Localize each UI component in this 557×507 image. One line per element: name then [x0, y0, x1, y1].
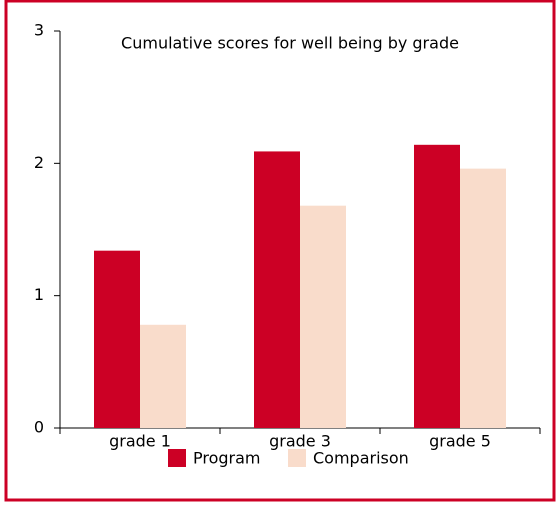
legend-label: Comparison: [313, 449, 409, 468]
legend-swatch: [288, 449, 306, 467]
legend-swatch: [168, 449, 186, 467]
y-tick-label: 0: [34, 418, 44, 437]
legend-label: Program: [193, 449, 261, 468]
bar: [300, 205, 346, 428]
bar: [94, 250, 140, 428]
bar: [460, 168, 506, 429]
x-tick-label: grade 5: [429, 432, 491, 451]
x-tick-label: grade 3: [269, 432, 331, 451]
bar: [254, 151, 300, 428]
y-tick-label: 3: [34, 21, 44, 40]
bar: [414, 144, 460, 428]
y-tick-label: 2: [34, 153, 44, 172]
y-tick-label: 1: [34, 285, 44, 304]
chart-title: Cumulative scores for well being by grad…: [121, 34, 459, 53]
frame: [4, 0, 556, 502]
x-tick-label: grade 1: [109, 432, 171, 451]
bar: [140, 324, 186, 428]
